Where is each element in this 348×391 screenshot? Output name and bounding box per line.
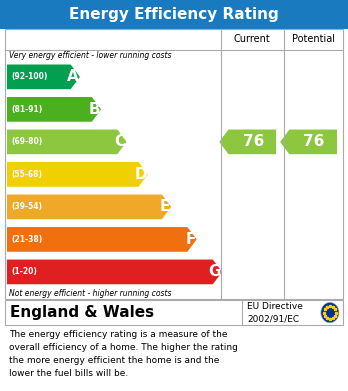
Text: (69-80): (69-80)	[11, 137, 42, 146]
Text: F: F	[185, 232, 196, 247]
Text: A: A	[67, 69, 79, 84]
Text: (1-20): (1-20)	[11, 267, 37, 276]
Text: 76: 76	[303, 135, 325, 149]
Text: G: G	[208, 264, 221, 280]
Polygon shape	[280, 129, 337, 154]
Text: Not energy efficient - higher running costs: Not energy efficient - higher running co…	[9, 289, 171, 298]
Text: EU Directive
2002/91/EC: EU Directive 2002/91/EC	[247, 302, 303, 323]
Text: Very energy efficient - lower running costs: Very energy efficient - lower running co…	[9, 50, 171, 60]
Polygon shape	[7, 260, 222, 284]
Text: (81-91): (81-91)	[11, 105, 42, 114]
Polygon shape	[7, 227, 197, 252]
Text: The energy efficiency rating is a measure of the
overall efficiency of a home. T: The energy efficiency rating is a measur…	[9, 330, 238, 378]
Text: C: C	[114, 135, 126, 149]
Text: (21-38): (21-38)	[11, 235, 42, 244]
Text: 76: 76	[243, 135, 264, 149]
Polygon shape	[7, 195, 171, 219]
Text: D: D	[134, 167, 147, 182]
Text: England & Wales: England & Wales	[10, 305, 155, 320]
Bar	[5, 29, 343, 299]
Bar	[5, 300, 343, 325]
Text: (55-68): (55-68)	[11, 170, 42, 179]
Text: Energy Efficiency Rating: Energy Efficiency Rating	[69, 7, 279, 22]
Bar	[0, 0, 348, 29]
Circle shape	[321, 303, 339, 323]
Text: B: B	[88, 102, 100, 117]
Text: (92-100): (92-100)	[11, 72, 48, 81]
Text: Current: Current	[234, 34, 271, 45]
Text: E: E	[160, 199, 170, 214]
Polygon shape	[7, 97, 101, 122]
Text: Potential: Potential	[292, 34, 335, 45]
Polygon shape	[7, 65, 80, 89]
Text: (39-54): (39-54)	[11, 203, 42, 212]
Polygon shape	[7, 162, 148, 187]
Polygon shape	[219, 129, 276, 154]
Polygon shape	[7, 129, 127, 154]
